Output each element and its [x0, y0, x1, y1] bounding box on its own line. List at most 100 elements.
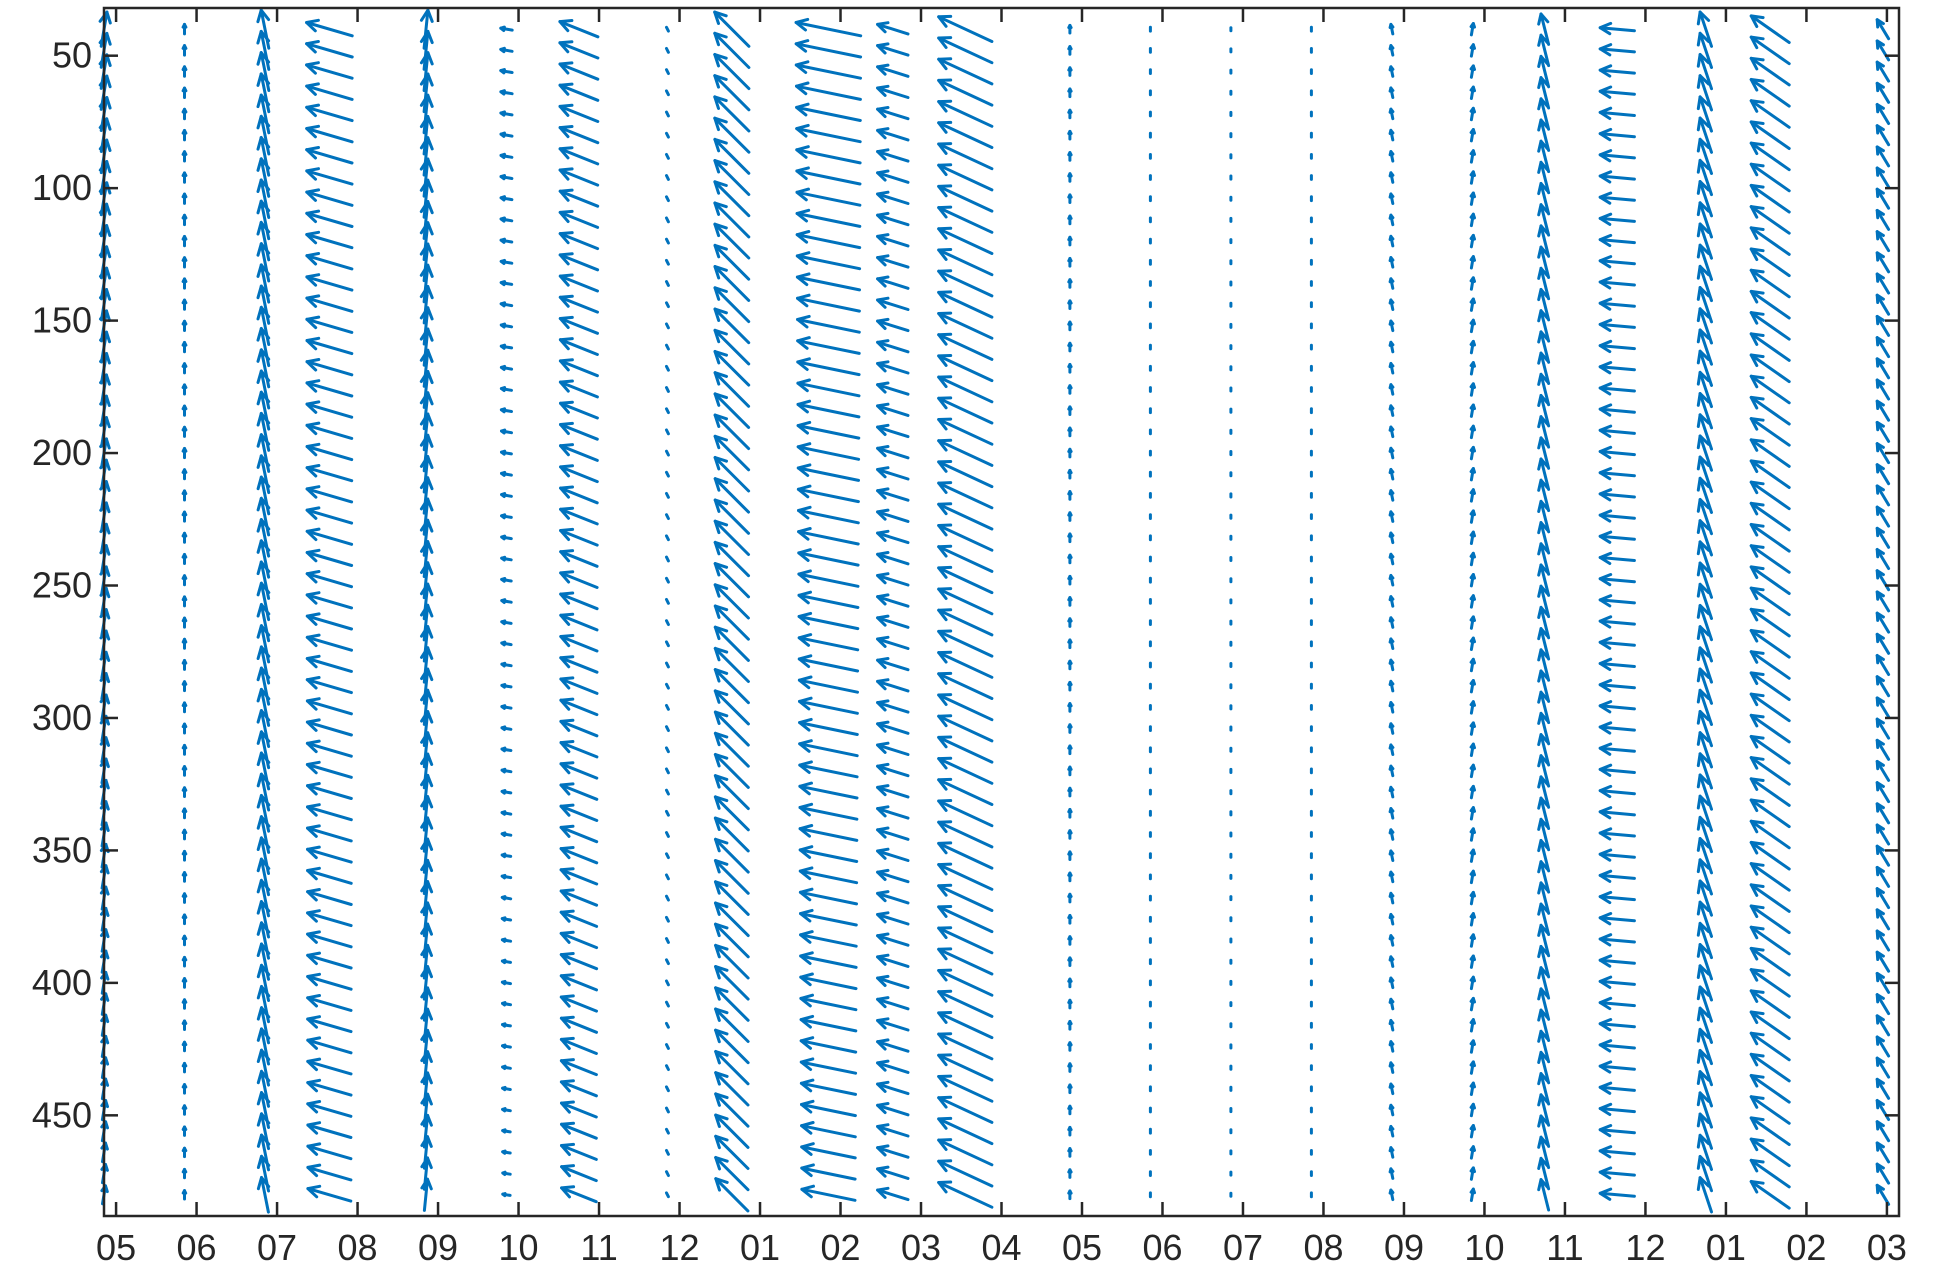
quiver-arrow: [1537, 839, 1551, 873]
quiver-arrow: [1388, 1146, 1395, 1159]
quiver-arrow: [876, 402, 910, 417]
quiver-arrow: [1749, 692, 1791, 723]
quiver-arrow: [419, 200, 434, 240]
quiver-arrow: [1875, 378, 1891, 401]
quiver-arrow: [419, 221, 434, 261]
quiver-arrow: [1388, 404, 1395, 417]
quiver-arrow: [1067, 172, 1073, 183]
quiver-arrow: [665, 937, 670, 944]
quiver-arrow: [713, 328, 751, 366]
quiver-arrow: [1598, 996, 1636, 1011]
quiver-arrow: [560, 1142, 598, 1161]
quiver-arrow: [1067, 850, 1073, 861]
quiver-arrow: [1469, 1102, 1476, 1118]
quiver-arrow: [1067, 405, 1073, 416]
quiver-arrow: [714, 922, 750, 959]
quiver-arrow: [1749, 289, 1791, 320]
quiver-arrow: [876, 762, 910, 778]
quiver-arrow: [937, 375, 994, 404]
quiver-arrow: [500, 852, 513, 859]
quiver-arrow: [500, 449, 513, 456]
quiver-arrow: [1067, 723, 1073, 734]
quiver-arrow: [1749, 268, 1791, 299]
quiver-arrow: [1875, 484, 1891, 507]
quiver-arrow: [306, 1184, 353, 1203]
quiver-arrow: [1067, 45, 1073, 56]
quiver-arrow: [559, 527, 599, 547]
quiver-arrow: [1388, 849, 1395, 862]
quiver-arrow: [1388, 870, 1395, 884]
quiver-arrow: [713, 434, 751, 472]
quiver-arrow: [665, 322, 670, 330]
quiver-arrow: [1749, 78, 1791, 108]
quiver-arrow: [713, 562, 750, 599]
quiver-arrow: [1469, 784, 1476, 800]
quiver-arrow: [1749, 1180, 1791, 1210]
quiver-arrow: [665, 301, 670, 309]
quiver-arrow: [181, 659, 188, 671]
quiver-arrow: [799, 951, 858, 969]
quiver-arrow: [714, 1050, 750, 1086]
quiver-arrow: [500, 598, 513, 604]
quiver-arrow: [876, 551, 910, 566]
quiver-arrow: [1537, 76, 1551, 110]
quiver-arrow: [876, 127, 910, 142]
quiver-arrow: [181, 871, 188, 883]
quiver-arrow: [181, 1019, 188, 1031]
quiver-arrow: [1875, 1014, 1891, 1037]
quiver-arrow: [797, 611, 860, 631]
quiver-arrow: [714, 1113, 750, 1149]
quiver-arrow: [1388, 764, 1395, 778]
quiver-arrow: [665, 619, 670, 626]
quiver-arrow: [876, 296, 910, 311]
quiver-arrow: [1749, 501, 1791, 532]
quiver-arrow: [797, 633, 860, 652]
quiver-arrow: [876, 190, 910, 205]
quiver-arrow: [713, 95, 751, 133]
quiver-arrow: [1388, 510, 1395, 523]
quiver-arrow: [1388, 658, 1395, 672]
quiver-arrow: [420, 561, 434, 600]
quiver-arrow: [665, 682, 670, 690]
quiver-arrow: [1067, 468, 1073, 480]
quiver-arrow: [1875, 632, 1891, 655]
quiver-arrow: [1067, 363, 1073, 374]
quiver-arrow: [1469, 22, 1476, 37]
quiver-arrow: [559, 973, 598, 992]
quiver-arrow: [181, 44, 188, 57]
quiver-arrow: [1469, 869, 1476, 885]
x-tick-label: 06: [1142, 1227, 1182, 1268]
quiver-arrow: [937, 968, 994, 997]
quiver-arrow: [559, 888, 599, 907]
quiver-arrow: [181, 277, 188, 290]
quiver-arrow: [1388, 128, 1395, 142]
quiver-arrow: [305, 442, 354, 462]
quiver-arrow: [665, 492, 670, 499]
quiver-arrow: [1537, 690, 1551, 725]
quiver-arrow: [1537, 415, 1551, 449]
quiver-arrow: [876, 614, 910, 629]
quiver-arrow: [876, 784, 910, 799]
quiver-arrow: [1537, 754, 1551, 788]
quiver-arrow: [500, 661, 513, 668]
quiver-arrow: [713, 413, 751, 451]
quiver-arrow: [1537, 584, 1551, 619]
quiver-arrow: [181, 383, 188, 396]
quiver-arrow: [876, 1144, 910, 1159]
quiver-arrow: [559, 867, 599, 886]
quiver-arrow: [181, 65, 188, 78]
quiver-arrow: [559, 676, 599, 695]
quiver-arrow: [305, 400, 354, 419]
quiver-arrow: [419, 518, 434, 557]
axes-frame: [102, 6, 1901, 1218]
quiver-arrow: [665, 915, 670, 923]
quiver-arrow: [420, 667, 434, 705]
quiver-arrow: [181, 489, 188, 502]
x-tick-label: 12: [660, 1227, 700, 1268]
quiver-arrow: [500, 725, 513, 732]
quiver-arrow: [1749, 586, 1791, 617]
quiver-arrow: [499, 237, 514, 244]
quiver-arrow: [1537, 733, 1551, 767]
quiver-arrow: [937, 1159, 994, 1188]
quiver-arrow: [714, 1177, 750, 1213]
